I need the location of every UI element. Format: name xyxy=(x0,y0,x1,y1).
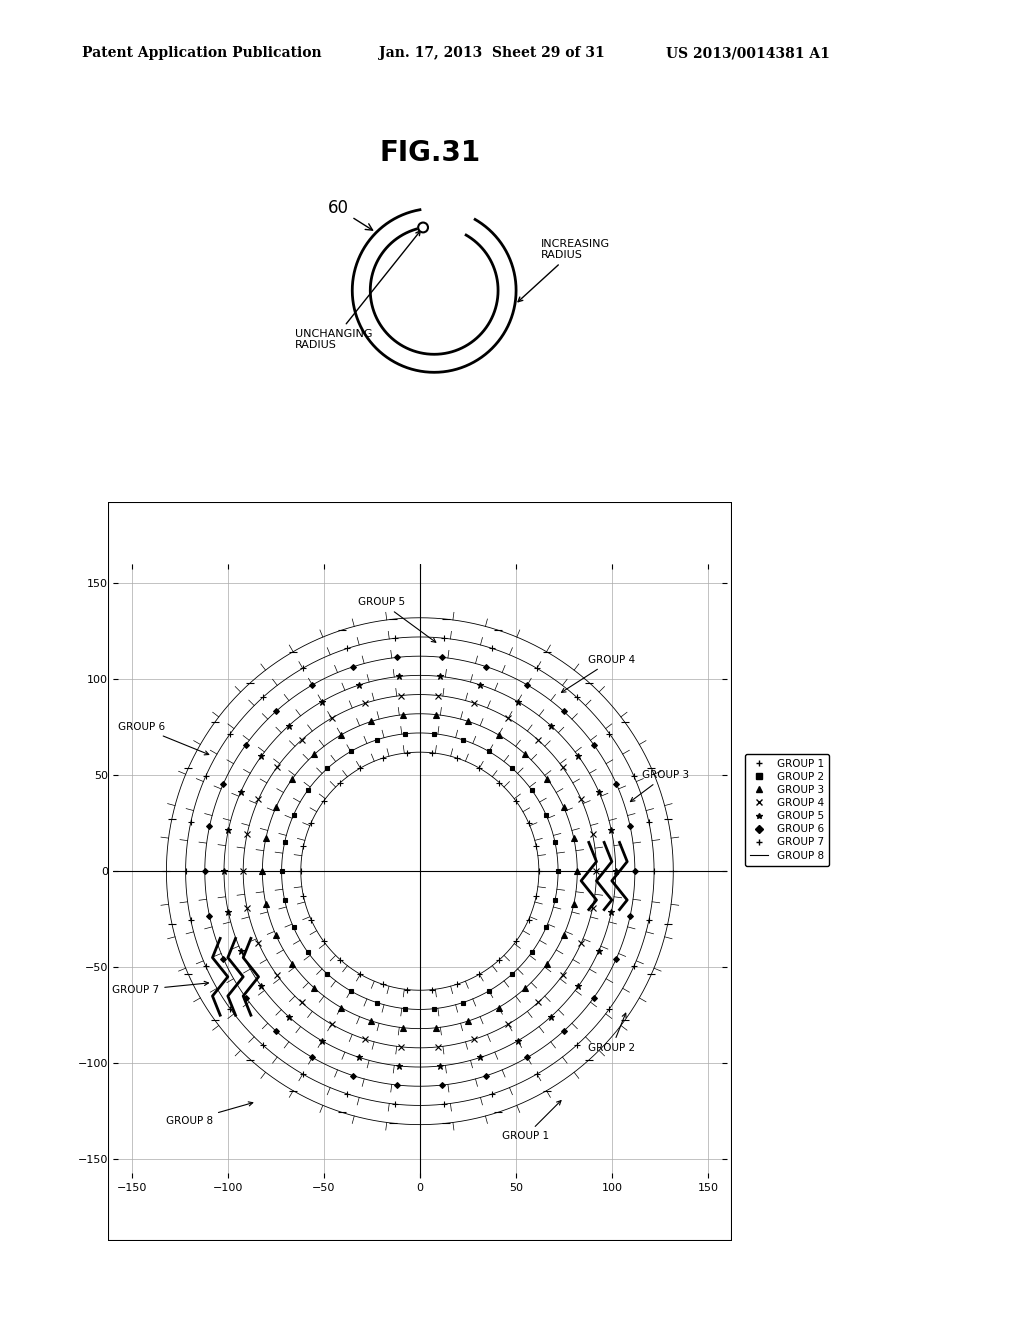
Text: Jan. 17, 2013  Sheet 29 of 31: Jan. 17, 2013 Sheet 29 of 31 xyxy=(379,46,604,61)
Text: GROUP 3: GROUP 3 xyxy=(631,770,689,801)
Text: 60: 60 xyxy=(328,199,373,230)
Text: UNCHANGING
RADIUS: UNCHANGING RADIUS xyxy=(295,231,421,350)
Text: GROUP 6: GROUP 6 xyxy=(118,722,209,755)
Text: US 2013/0014381 A1: US 2013/0014381 A1 xyxy=(666,46,829,61)
Text: Patent Application Publication: Patent Application Publication xyxy=(82,46,322,61)
Text: GROUP 1: GROUP 1 xyxy=(502,1101,561,1142)
Text: GROUP 5: GROUP 5 xyxy=(357,598,436,643)
Text: GROUP 7: GROUP 7 xyxy=(112,981,209,995)
Text: INCREASING
RADIUS: INCREASING RADIUS xyxy=(518,239,610,302)
Text: GROUP 8: GROUP 8 xyxy=(166,1102,253,1126)
Text: FIG.31: FIG.31 xyxy=(380,139,480,166)
Legend: GROUP 1, GROUP 2, GROUP 3, GROUP 4, GROUP 5, GROUP 6, GROUP 7, GROUP 8: GROUP 1, GROUP 2, GROUP 3, GROUP 4, GROU… xyxy=(744,754,829,866)
Circle shape xyxy=(418,223,428,232)
Text: GROUP 4: GROUP 4 xyxy=(561,655,636,693)
Text: GROUP 2: GROUP 2 xyxy=(588,1014,636,1053)
